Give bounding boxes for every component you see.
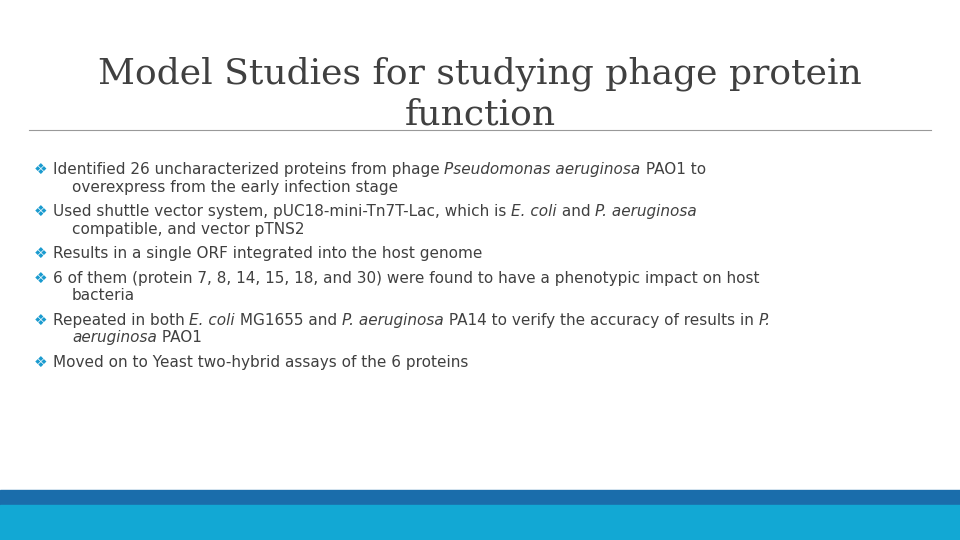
Text: Identified 26 uncharacterized proteins from phage: Identified 26 uncharacterized proteins f…: [53, 162, 444, 177]
Text: P.: P.: [758, 313, 771, 328]
Text: compatible, and vector pTNS2: compatible, and vector pTNS2: [72, 222, 304, 237]
Text: P. aeruginosa: P. aeruginosa: [342, 313, 444, 328]
Text: overexpress from the early infection stage: overexpress from the early infection sta…: [72, 180, 398, 195]
Text: Used shuttle vector system, pUC18-mini-Tn7T-Lac, which is: Used shuttle vector system, pUC18-mini-T…: [53, 204, 511, 219]
Text: Moved on to Yeast two-hybrid assays of the 6 proteins: Moved on to Yeast two-hybrid assays of t…: [53, 355, 468, 370]
Text: bacteria: bacteria: [72, 288, 135, 303]
Text: Results in a single ORF integrated into the host genome: Results in a single ORF integrated into …: [53, 246, 482, 261]
Text: MG1655 and: MG1655 and: [235, 313, 342, 328]
Text: E. coli: E. coli: [189, 313, 235, 328]
Text: 6 of them (protein 7, 8, 14, 15, 18, and 30) were found to have a phenotypic imp: 6 of them (protein 7, 8, 14, 15, 18, and…: [53, 271, 759, 286]
Text: Model Studies for studying phage protein
function: Model Studies for studying phage protein…: [98, 57, 862, 132]
Text: PAO1: PAO1: [156, 330, 202, 346]
Text: ❖: ❖: [34, 313, 47, 328]
Text: and: and: [557, 204, 595, 219]
Text: ❖: ❖: [34, 355, 47, 370]
Text: P. aeruginosa: P. aeruginosa: [595, 204, 697, 219]
Text: ❖: ❖: [34, 246, 47, 261]
Text: ❖: ❖: [34, 271, 47, 286]
Text: ❖: ❖: [34, 162, 47, 177]
Text: E. coli: E. coli: [511, 204, 557, 219]
Text: Pseudomonas aeruginosa: Pseudomonas aeruginosa: [444, 162, 640, 177]
Text: aeruginosa: aeruginosa: [72, 330, 156, 346]
Text: Repeated in both: Repeated in both: [53, 313, 189, 328]
Text: PAO1 to: PAO1 to: [640, 162, 706, 177]
Text: ❖: ❖: [34, 204, 47, 219]
Text: PA14 to verify the accuracy of results in: PA14 to verify the accuracy of results i…: [444, 313, 758, 328]
